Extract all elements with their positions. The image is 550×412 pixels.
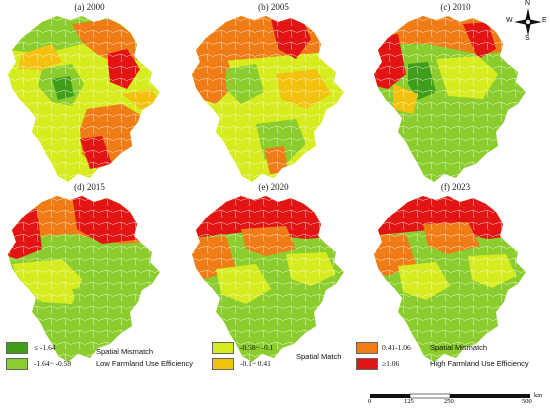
map-panel-2015: (d) 2015 <box>2 182 177 362</box>
legend: ≤ -1.64 -1.64~ -0.58 Spatial Mismatch Lo… <box>0 338 550 412</box>
map-2020 <box>192 196 344 362</box>
legend-group-low-title: Spatial Mismatch <box>96 347 154 356</box>
legend-swatch-c6 <box>356 358 378 370</box>
legend-label: -1.64~ -0.58 <box>34 359 72 368</box>
panel-title: (d) 2015 <box>74 182 105 192</box>
map-2005 <box>192 16 344 182</box>
scale-bar: 0 125 250 500 km <box>366 392 542 410</box>
legend-label: ≤ -1.64 <box>34 343 56 352</box>
legend-label: ≥1.06 <box>382 359 400 368</box>
map-panel-2010: (c) 2010 <box>368 2 543 182</box>
legend-group-high-sub: High Farmland Use Efficiency <box>430 359 529 368</box>
map-2023 <box>374 196 526 362</box>
compass-e: E <box>542 17 547 24</box>
legend-group-high-title: Spatial Mismatch <box>430 343 488 352</box>
scale-tick: 250 <box>444 398 454 405</box>
map-panel-2000: (a) 2000 <box>2 2 177 182</box>
legend-group-low-sub: Low Farmland Use Efficiency <box>96 359 193 368</box>
map-panel-2023: (f) 2023 <box>368 182 543 362</box>
scale-unit: km <box>534 392 543 399</box>
map-2010 <box>374 16 526 182</box>
panel-title: (c) 2010 <box>440 2 471 12</box>
legend-label: -0.58~ -0.1 <box>240 343 274 352</box>
north-arrow: N S E W <box>506 0 548 42</box>
map-panel-2005: (b) 2005 <box>186 2 361 182</box>
legend-swatch-c1 <box>6 342 28 354</box>
panel-title: (e) 2020 <box>258 182 289 192</box>
compass-s: S <box>525 35 530 42</box>
scale-tick: 0 <box>368 398 372 405</box>
panel-title: (f) 2023 <box>440 182 471 192</box>
scale-tick: 125 <box>404 398 414 405</box>
legend-swatch-c4 <box>212 358 234 370</box>
legend-label: 0.41-1.06 <box>382 343 411 352</box>
legend-group-mid: Spatial Match <box>296 352 342 361</box>
map-2000 <box>8 16 160 182</box>
map-2015 <box>8 196 160 362</box>
legend-swatch-c5 <box>356 342 378 354</box>
panel-title: (a) 2000 <box>74 2 105 12</box>
map-panel-2020: (e) 2020 <box>186 182 361 362</box>
legend-swatch-c2 <box>6 358 28 370</box>
compass-w: W <box>506 17 513 24</box>
panel-title: (b) 2005 <box>258 2 289 12</box>
legend-label: -0.1~ 0.41 <box>240 359 271 368</box>
compass-n: N <box>525 0 531 7</box>
legend-swatch-c3 <box>212 342 234 354</box>
scale-tick: 500 <box>522 398 532 405</box>
